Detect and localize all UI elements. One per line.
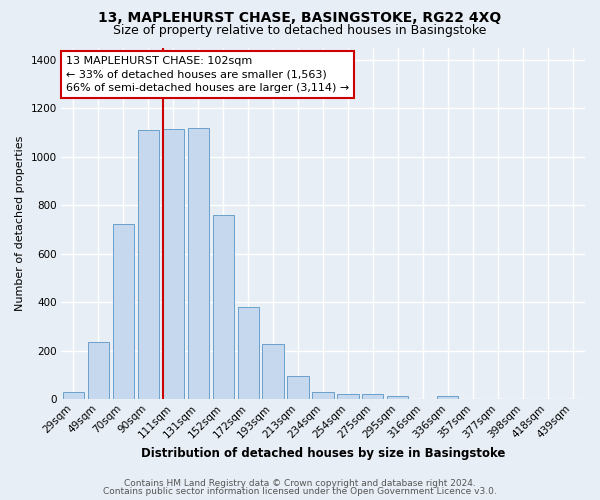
- Text: 13 MAPLEHURST CHASE: 102sqm
← 33% of detached houses are smaller (1,563)
66% of : 13 MAPLEHURST CHASE: 102sqm ← 33% of det…: [66, 56, 349, 92]
- Bar: [387, 396, 409, 399]
- Bar: [113, 224, 134, 399]
- Bar: [63, 392, 84, 399]
- Bar: [262, 344, 284, 399]
- Bar: [88, 342, 109, 399]
- Bar: [362, 394, 383, 399]
- Text: Contains public sector information licensed under the Open Government Licence v3: Contains public sector information licen…: [103, 487, 497, 496]
- Text: Size of property relative to detached houses in Basingstoke: Size of property relative to detached ho…: [113, 24, 487, 37]
- Bar: [238, 307, 259, 399]
- Text: 13, MAPLEHURST CHASE, BASINGSTOKE, RG22 4XQ: 13, MAPLEHURST CHASE, BASINGSTOKE, RG22 …: [98, 12, 502, 26]
- Bar: [313, 392, 334, 399]
- Bar: [163, 128, 184, 399]
- Bar: [138, 130, 159, 399]
- Bar: [437, 396, 458, 399]
- Bar: [287, 376, 308, 399]
- Text: Contains HM Land Registry data © Crown copyright and database right 2024.: Contains HM Land Registry data © Crown c…: [124, 478, 476, 488]
- Bar: [188, 128, 209, 399]
- Bar: [337, 394, 359, 399]
- Y-axis label: Number of detached properties: Number of detached properties: [15, 136, 25, 311]
- X-axis label: Distribution of detached houses by size in Basingstoke: Distribution of detached houses by size …: [141, 447, 505, 460]
- Bar: [212, 215, 234, 399]
